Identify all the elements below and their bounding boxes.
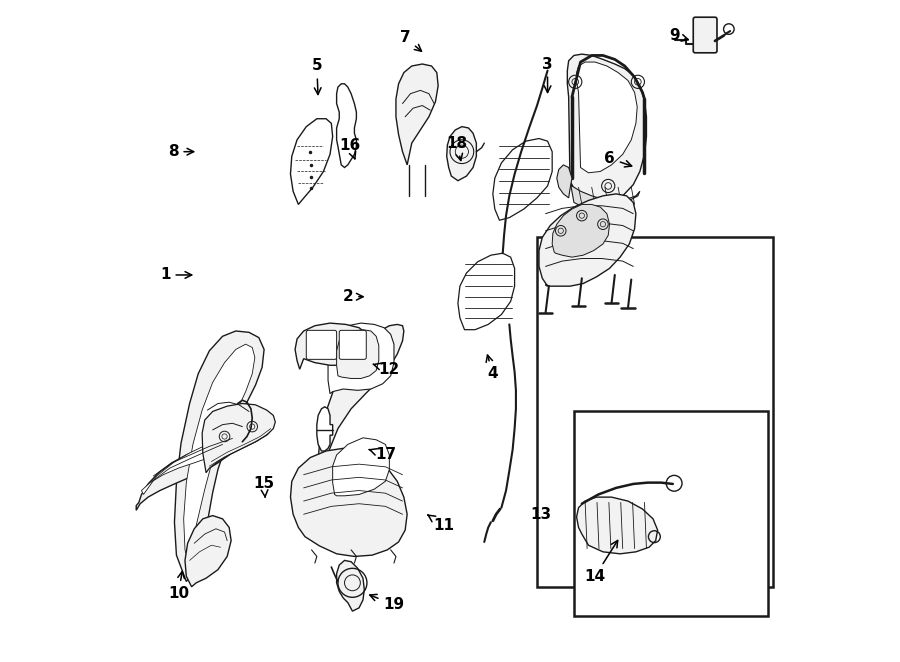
Polygon shape bbox=[577, 62, 637, 173]
Text: 15: 15 bbox=[254, 477, 274, 497]
Text: 8: 8 bbox=[167, 144, 194, 159]
FancyBboxPatch shape bbox=[306, 330, 337, 359]
Text: 3: 3 bbox=[543, 56, 553, 93]
Polygon shape bbox=[185, 516, 231, 587]
Polygon shape bbox=[291, 448, 407, 557]
Polygon shape bbox=[577, 497, 658, 554]
Text: 17: 17 bbox=[369, 448, 396, 463]
Polygon shape bbox=[557, 165, 572, 198]
FancyBboxPatch shape bbox=[693, 17, 717, 53]
Polygon shape bbox=[291, 118, 333, 205]
Polygon shape bbox=[295, 323, 370, 369]
Polygon shape bbox=[317, 407, 333, 451]
Text: 2: 2 bbox=[342, 289, 363, 305]
Text: 5: 5 bbox=[311, 58, 322, 95]
Text: 1: 1 bbox=[160, 267, 192, 283]
Polygon shape bbox=[539, 194, 636, 286]
Text: 9: 9 bbox=[669, 28, 689, 43]
Text: 6: 6 bbox=[604, 151, 632, 167]
Text: 19: 19 bbox=[370, 594, 404, 612]
Text: 13: 13 bbox=[530, 507, 552, 522]
Polygon shape bbox=[396, 64, 438, 165]
Polygon shape bbox=[570, 181, 640, 209]
Polygon shape bbox=[184, 344, 255, 573]
Polygon shape bbox=[553, 205, 609, 257]
FancyBboxPatch shape bbox=[339, 330, 366, 359]
Polygon shape bbox=[458, 253, 515, 330]
Bar bbox=[574, 411, 769, 616]
Polygon shape bbox=[337, 561, 365, 611]
Text: 14: 14 bbox=[584, 540, 617, 584]
Polygon shape bbox=[328, 323, 394, 394]
Text: 16: 16 bbox=[339, 138, 360, 159]
Polygon shape bbox=[136, 438, 240, 510]
Polygon shape bbox=[141, 436, 236, 495]
Text: 11: 11 bbox=[428, 515, 454, 533]
Bar bbox=[537, 238, 773, 587]
Text: 10: 10 bbox=[167, 571, 189, 601]
Polygon shape bbox=[337, 330, 379, 379]
Polygon shape bbox=[202, 404, 275, 473]
Polygon shape bbox=[175, 331, 264, 581]
Text: 7: 7 bbox=[400, 30, 421, 51]
Text: 12: 12 bbox=[374, 361, 400, 377]
Polygon shape bbox=[317, 324, 404, 534]
Polygon shape bbox=[333, 438, 390, 496]
Text: 4: 4 bbox=[486, 355, 499, 381]
Polygon shape bbox=[337, 84, 356, 167]
Text: 18: 18 bbox=[446, 136, 467, 160]
Polygon shape bbox=[567, 54, 646, 206]
Polygon shape bbox=[493, 138, 553, 220]
Polygon shape bbox=[446, 126, 476, 181]
